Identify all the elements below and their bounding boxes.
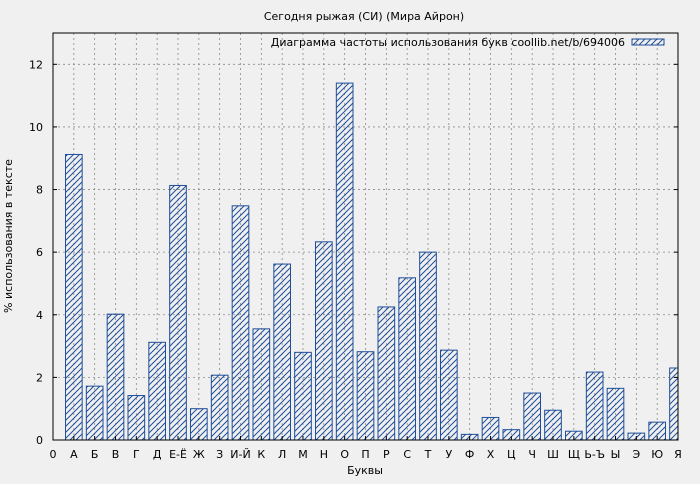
bar-Я [669,367,679,441]
bar-Б [85,385,104,441]
y-tick-label: 12 [29,58,43,71]
chart-title: Сегодня рыжая (СИ) (Мира Айрон) [264,10,464,23]
bar-П [356,351,375,441]
bar-Д [148,341,166,441]
bar-Т [419,251,437,441]
x-tick-label: М [298,448,308,461]
x-tick-label: И-Й [230,448,250,461]
bar-В [106,313,125,441]
x-tick-label: Ж [193,448,205,461]
bar-Р [377,306,396,441]
bar-Ж [190,408,208,441]
bar-Ч [523,392,541,441]
x-tick-label: Ш [547,448,559,461]
x-tick-label: Я [674,448,682,461]
x-tick-label: Д [153,448,162,461]
x-tick-label: Р [383,448,390,461]
x-tick-label: С [403,448,411,461]
x-tick-label: А [70,448,78,461]
x-tick-label: Ф [465,448,474,461]
y-tick-label: 2 [36,371,43,384]
x-tick-label: Щ [568,448,580,461]
x-tick-label: Т [424,448,432,461]
bar-Ы [606,387,625,441]
x-tick-label: Л [278,448,286,461]
x-tick-label: Е-Ё [169,448,187,461]
x-tick-label: П [361,448,369,461]
y-tick-label: 6 [36,246,43,259]
x-axis-label: Буквы [347,464,383,477]
x-tick-label: У [445,448,452,461]
y-tick-label: 10 [29,121,43,134]
bar-Ь-Ъ [585,371,604,441]
y-tick-label: 4 [36,309,43,322]
bar-Е-Ё [169,184,187,441]
x-tick-label: Б [91,448,99,461]
x-tick-label: З [216,448,223,461]
x-tick-label: О [340,448,349,461]
legend-label: Диаграмма частоты использования букв coo… [271,36,625,49]
x-tick-label: Э [632,448,640,461]
bar-А [65,153,83,441]
x-tick-label: В [112,448,120,461]
bar-Ш [544,409,562,441]
bar-У [440,349,458,441]
legend-swatch [631,38,665,46]
x-tick-label: Х [487,448,495,461]
bar-З [210,374,229,441]
x-tick-label: Ц [507,448,516,461]
bar-Н [315,241,333,441]
y-axis-label: % использования в тексте [2,159,15,313]
y-tick-label: 8 [36,184,43,197]
x-tick-label: Ч [528,448,536,461]
x-tick-label: Ю [651,448,663,461]
x-tick-label: Г [133,448,140,461]
x-tick-label: К [257,448,265,461]
x-tick-label: Н [320,448,328,461]
bar-К [252,328,271,441]
bar-Л [273,263,292,441]
bar-Г [127,395,146,441]
bar-М [294,351,312,441]
legend: Диаграмма частоты использования букв coo… [271,36,665,49]
bar-И-Й [231,205,250,441]
x-tick-label: Ь-Ъ [584,448,605,461]
bar-О [335,82,354,441]
x-tick-label: 0 [50,448,57,461]
bar-С [398,277,417,441]
y-tick-label: 0 [36,434,43,447]
x-tick-label: Ы [611,448,621,461]
